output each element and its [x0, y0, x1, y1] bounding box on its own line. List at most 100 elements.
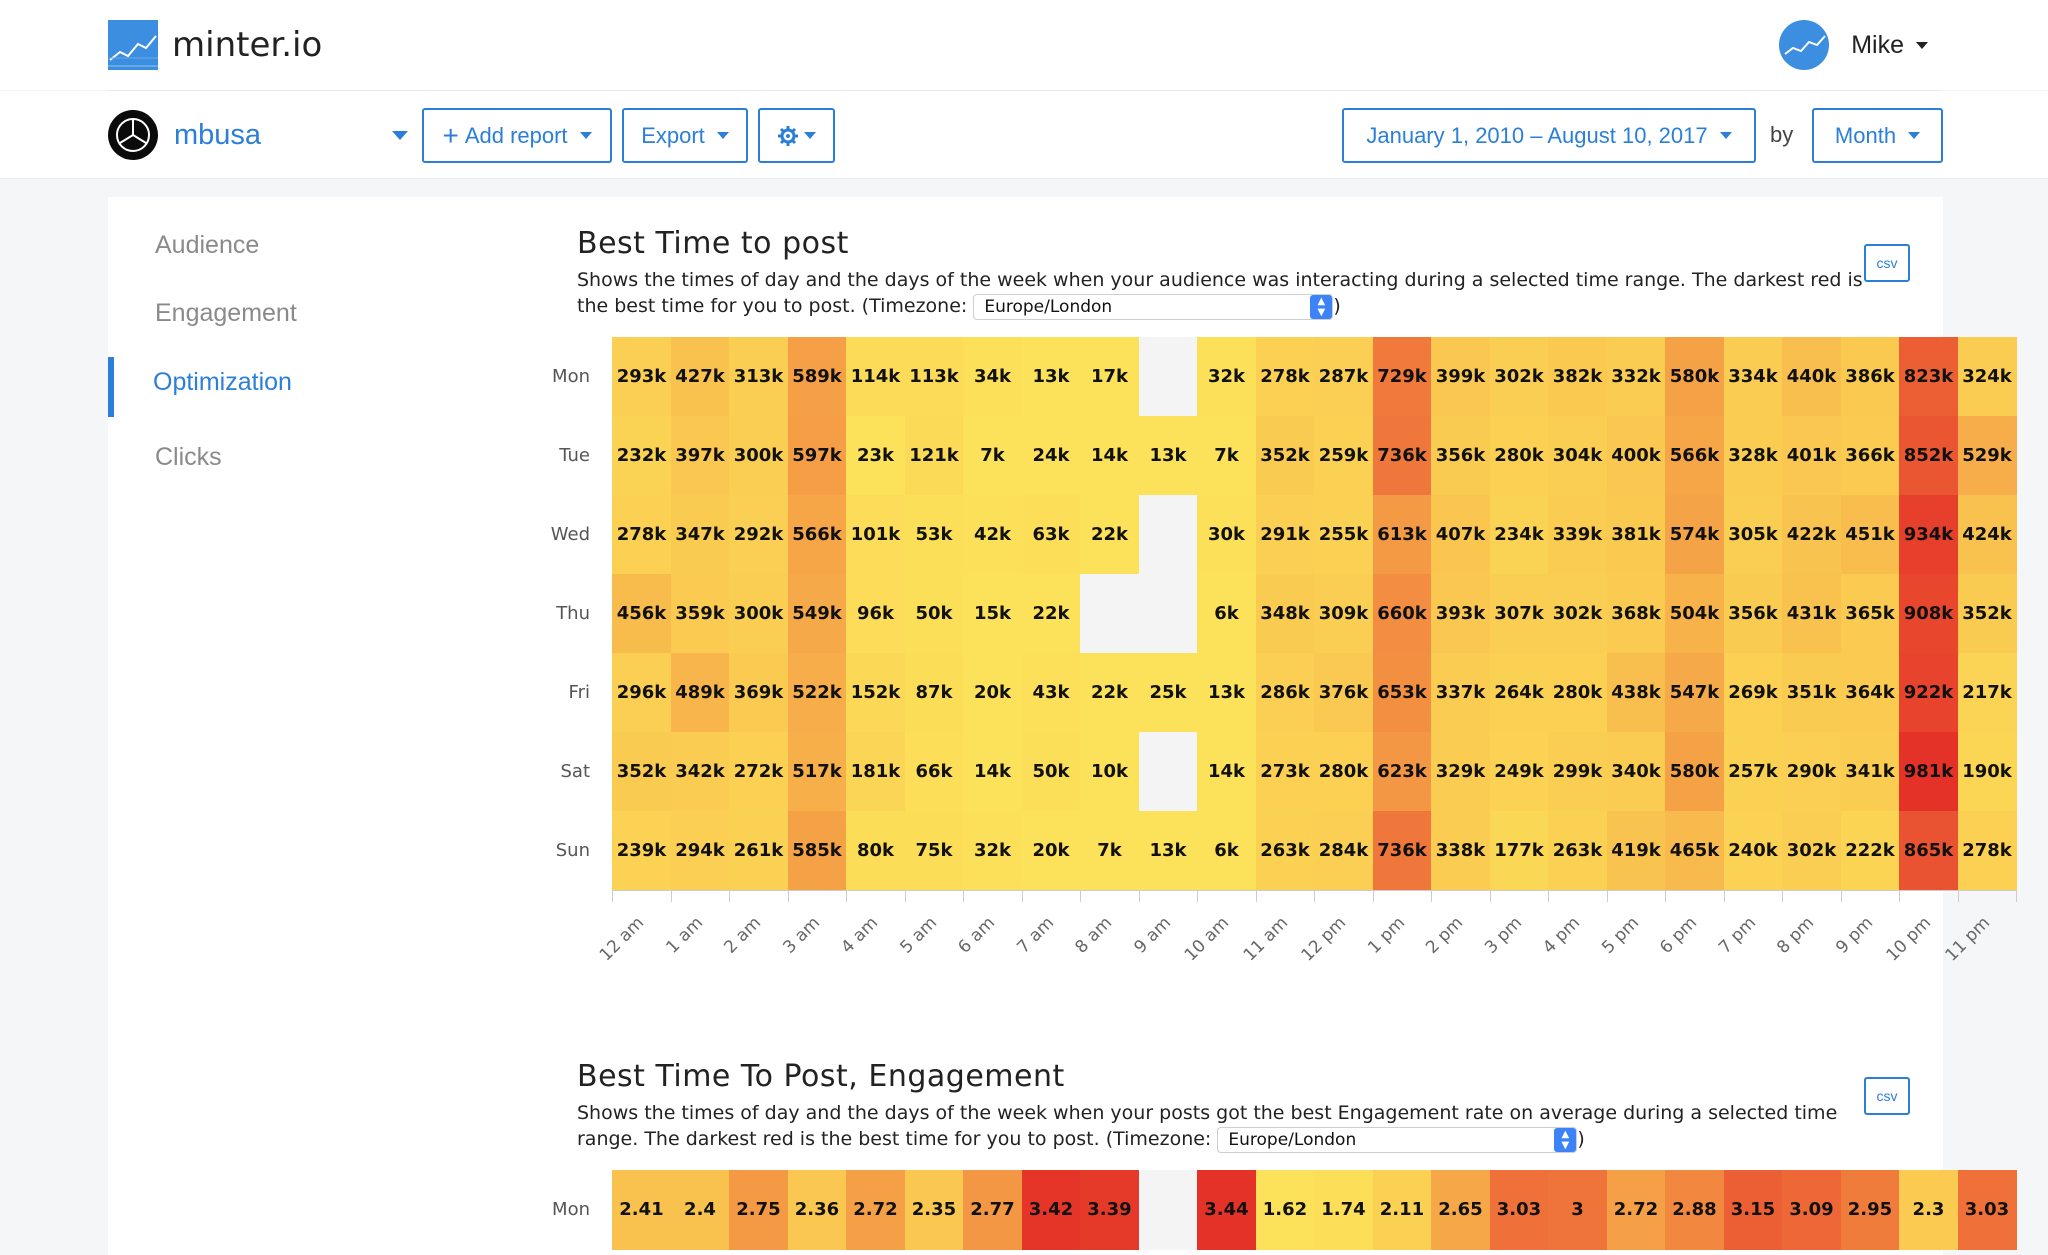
heatmap-cell: 451k [1840, 495, 1900, 575]
nav-item-optimization[interactable]: Optimization [153, 368, 292, 396]
heatmap-cell: 376k [1314, 653, 1373, 733]
x-tick-label: 1 am [662, 912, 707, 958]
heatmap-cell: 338k [1431, 811, 1490, 891]
x-tick-label: 5 am [896, 912, 941, 958]
axis-tick [1255, 890, 1257, 902]
axis-tick [1197, 890, 1198, 902]
axis-tick [670, 890, 672, 902]
heatmap-cell: 1.74 [1314, 1170, 1373, 1250]
heatmap-cell: 23k [846, 416, 905, 496]
heatmap-cell: 232k [612, 416, 671, 496]
heatmap-cell: 456k [612, 574, 671, 654]
heatmap-cell: 589k [787, 337, 847, 417]
heatmap-cell: 547k [1665, 653, 1724, 733]
heatmap-cell: 660k [1372, 574, 1432, 654]
user-menu[interactable]: Mike [1779, 20, 1928, 70]
period-selector[interactable]: Month [1812, 108, 1943, 163]
heatmap-cell: 351k [1782, 653, 1841, 733]
period-label: Month [1834, 122, 1897, 148]
heatmap-cell: 53k [904, 495, 964, 575]
section-description: Shows the times of day and the days of t… [577, 1100, 1877, 1153]
nav-item-engagement[interactable]: Engagement [155, 299, 297, 327]
chevron-down-icon [392, 130, 408, 140]
heatmap-cell: 261k [729, 811, 788, 891]
chevron-down-icon [1908, 132, 1921, 139]
heatmap-cell: 332k [1606, 337, 1666, 417]
timezone-select[interactable]: Europe/London ▲ ▼ [1217, 1126, 1578, 1153]
heatmap-cell: 3.03 [1489, 1170, 1549, 1250]
heatmap-cell: 24k [1021, 416, 1081, 496]
heatmap-cell [1138, 574, 1198, 654]
heatmap-cell: 280k [1548, 653, 1607, 733]
settings-button[interactable] [758, 108, 835, 163]
heatmap-cell: 328k [1723, 416, 1783, 496]
plus-icon: + [442, 119, 459, 151]
nav-item-clicks[interactable]: Clicks [155, 443, 222, 471]
heatmap-cell: 419k [1606, 811, 1666, 891]
heatmap-cell: 2.4 [670, 1170, 730, 1250]
export-button[interactable]: Export [622, 108, 748, 163]
heatmap-cell: 393k [1431, 574, 1490, 654]
date-range-label: January 1, 2010 – August 10, 2017 [1366, 122, 1708, 148]
heatmap-cell: 20k [963, 653, 1022, 733]
heatmap-cell: 2.3 [1899, 1170, 1958, 1250]
section-title: Best Time To Post, Engagement [577, 1059, 1065, 1094]
heatmap-cell: 3.44 [1197, 1170, 1256, 1250]
csv-button[interactable]: csv [1864, 244, 1910, 282]
heatmap-cell [1138, 495, 1198, 575]
chevron-down-icon [579, 132, 592, 139]
add-report-button[interactable]: + Add report [422, 108, 612, 163]
heatmap-cell: 348k [1255, 574, 1315, 654]
account-name: mbusa [174, 118, 262, 151]
heatmap-cell: 249k [1489, 732, 1549, 812]
heatmap-cell: 2.72 [846, 1170, 905, 1250]
heatmap-cell: 352k [1957, 574, 2017, 654]
date-range-picker[interactable]: January 1, 2010 – August 10, 2017 [1342, 108, 1756, 163]
heatmap-cell: 300k [729, 416, 788, 496]
heatmap-cell: 302k [1489, 337, 1549, 417]
heatmap-cell: 3.15 [1723, 1170, 1783, 1250]
heatmap-cell: 309k [1314, 574, 1373, 654]
x-tick-label: 8 am [1071, 912, 1117, 958]
heatmap-cell: 386k [1840, 337, 1900, 417]
x-tick-label: 10 pm [1882, 912, 1936, 966]
heatmap-cell: 852k [1899, 416, 1958, 496]
heatmap-cell: 574k [1665, 495, 1724, 575]
by-label: by [1770, 122, 1794, 147]
heatmap-cell: 401k [1782, 416, 1841, 496]
heatmap-cell: 2.35 [904, 1170, 964, 1250]
heatmap-cell: 177k [1489, 811, 1549, 891]
heatmap-cell: 3.03 [1957, 1170, 2017, 1250]
description-text: Shows the times of day and the days of t… [577, 269, 1863, 317]
timezone-select[interactable]: Europe/London ▲ ▼ [973, 293, 1334, 320]
heatmap-cell: 50k [1021, 732, 1081, 812]
axis-tick [1080, 890, 1081, 902]
heatmap-cell: 7k [1080, 811, 1139, 891]
heatmap-cell: 121k [904, 416, 964, 496]
heatmap-cell: 43k [1021, 653, 1081, 733]
heatmap-cell: 427k [670, 337, 730, 417]
heatmap-cell: 313k [729, 337, 788, 417]
timezone-value: Europe/London [1228, 1129, 1357, 1150]
heatmap-cell: 613k [1372, 495, 1432, 575]
heatmap-cell: 422k [1782, 495, 1841, 575]
heatmap-cell: 580k [1665, 337, 1724, 417]
heatmap-cell: 284k [1314, 811, 1373, 891]
x-tick-label: 2 am [720, 912, 766, 958]
heatmap-cell: 14k [1197, 732, 1256, 812]
heatmap-cell: 2.77 [963, 1170, 1022, 1250]
nav-item-audience[interactable]: Audience [155, 231, 260, 259]
x-tick-label: 2 pm [1422, 912, 1468, 958]
export-label: Export [641, 122, 705, 148]
account-selector[interactable]: mbusa [108, 110, 408, 160]
heatmap-cell: 6k [1197, 811, 1256, 891]
heatmap-cell: 10k [1080, 732, 1139, 812]
csv-button[interactable]: csv [1864, 1077, 1910, 1115]
heatmap-cell: 290k [1782, 732, 1841, 812]
heatmap-cell: 2.11 [1372, 1170, 1432, 1250]
heatmap-cell: 263k [1548, 811, 1607, 891]
heatmap-cell: 438k [1606, 653, 1666, 733]
heatmap-cell: 2.95 [1840, 1170, 1900, 1250]
heatmap-cell: 222k [1840, 811, 1900, 891]
brand-logo[interactable]: minter.io [108, 20, 322, 70]
